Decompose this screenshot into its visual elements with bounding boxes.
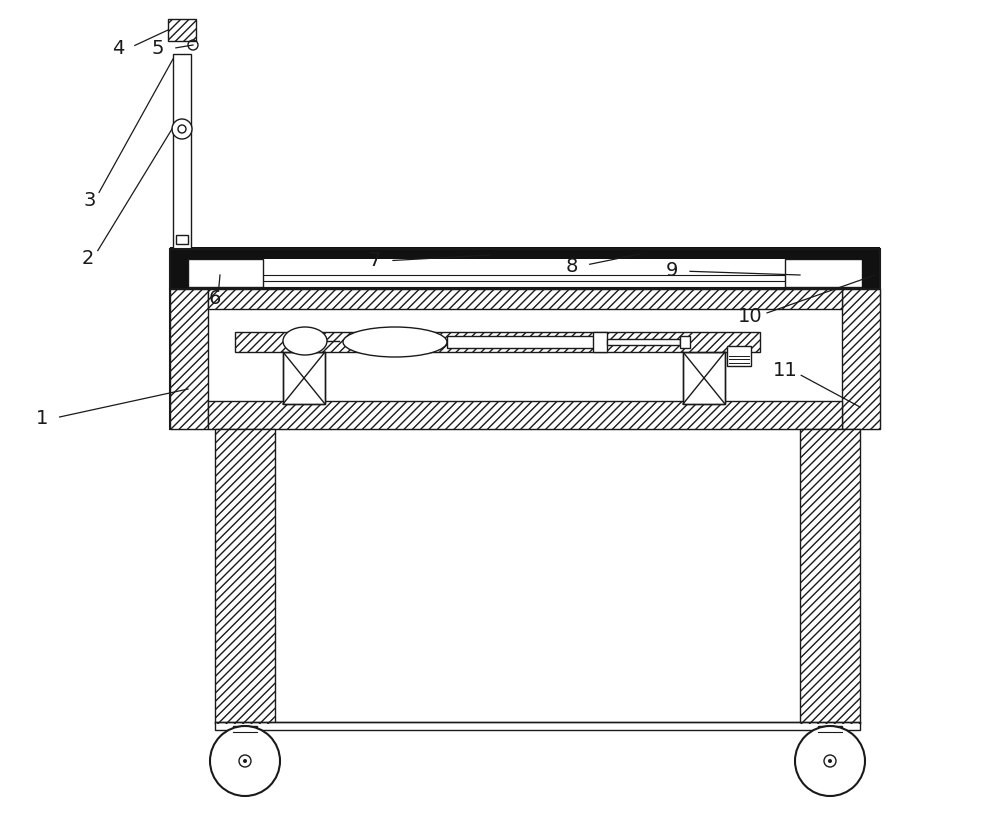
Bar	[173, 54, 191, 249]
Circle shape	[210, 726, 280, 796]
Bar	[208, 289, 842, 309]
Bar	[593, 332, 607, 352]
Bar	[188, 259, 263, 287]
Bar	[168, 19, 196, 41]
Bar	[235, 332, 760, 352]
Bar	[283, 352, 325, 404]
Circle shape	[828, 759, 832, 763]
Bar	[862, 249, 880, 289]
Bar	[215, 429, 275, 724]
Bar	[168, 19, 196, 41]
Circle shape	[243, 759, 247, 763]
Bar	[683, 352, 725, 404]
Bar	[170, 247, 880, 259]
Text: 6: 6	[209, 289, 221, 309]
Text: 2: 2	[82, 250, 94, 269]
Bar	[447, 336, 595, 348]
Text: 4: 4	[112, 39, 124, 58]
Text: 11: 11	[773, 361, 797, 381]
Bar	[800, 429, 860, 724]
Bar	[842, 289, 880, 429]
Circle shape	[795, 726, 865, 796]
Bar	[176, 235, 188, 244]
Bar	[170, 249, 880, 289]
Bar	[727, 346, 751, 366]
Bar	[215, 429, 275, 724]
Text: 7: 7	[369, 251, 381, 270]
Bar	[235, 332, 760, 352]
Text: 3: 3	[84, 192, 96, 210]
Ellipse shape	[343, 327, 447, 357]
Bar	[170, 289, 208, 429]
Bar	[170, 249, 188, 289]
Bar	[842, 289, 880, 429]
Bar	[208, 401, 842, 429]
Text: 9: 9	[666, 261, 678, 280]
Bar	[208, 401, 842, 429]
Bar	[818, 726, 842, 738]
Circle shape	[239, 755, 251, 767]
Bar	[170, 289, 880, 429]
Circle shape	[178, 125, 186, 133]
Circle shape	[172, 119, 192, 139]
Bar	[233, 726, 257, 738]
Text: 10: 10	[738, 306, 762, 325]
Bar	[208, 289, 842, 309]
Bar	[215, 722, 860, 730]
Bar	[800, 429, 860, 724]
Text: 1: 1	[36, 410, 48, 428]
Circle shape	[824, 755, 836, 767]
Bar	[680, 336, 690, 348]
Ellipse shape	[283, 327, 327, 355]
Bar	[607, 339, 680, 345]
Text: 5: 5	[152, 39, 164, 58]
Bar	[785, 259, 862, 287]
Bar	[283, 352, 325, 404]
Bar	[170, 289, 208, 429]
Bar	[683, 352, 725, 404]
Text: 8: 8	[566, 256, 578, 275]
